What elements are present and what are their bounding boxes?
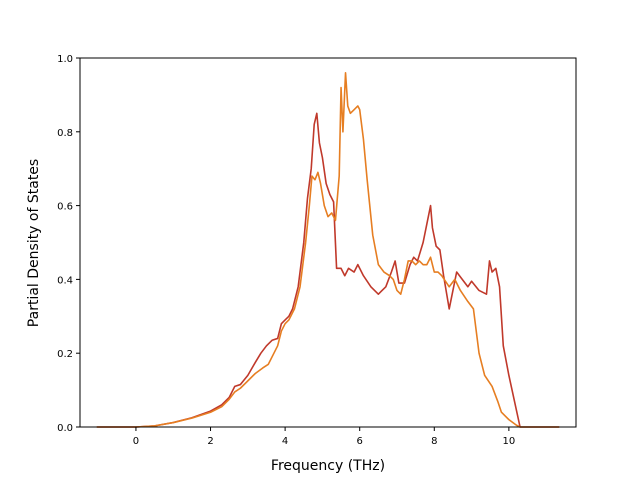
x-tick-label: 0 <box>133 436 139 447</box>
axes-layer: 0 2 4 6 8 10 0.0 0.2 0.4 0.6 0.8 1.0 <box>57 54 577 447</box>
series-layer <box>96 71 560 428</box>
x-tick-label: 2 <box>207 436 213 447</box>
y-tick-label: 0.6 <box>57 202 73 213</box>
y-tick-label: 0.0 <box>57 423 73 434</box>
y-tick-label: 0.2 <box>57 349 73 360</box>
series-line-2 <box>96 71 560 428</box>
y-tick-label: 0.8 <box>57 128 73 139</box>
plot-frame <box>79 57 577 428</box>
x-tick-label: 6 <box>357 436 363 447</box>
series-line-1 <box>96 112 560 428</box>
x-tick-label: 10 <box>503 436 516 447</box>
x-tick-label: 4 <box>282 436 288 447</box>
y-tick-label: 0.4 <box>57 275 73 286</box>
y-axis-label: Partial Density of States <box>26 159 42 327</box>
x-axis-label: Frequency (THz) <box>271 458 385 474</box>
x-tick-label: 8 <box>431 436 437 447</box>
y-tick-label: 1.0 <box>57 54 73 65</box>
